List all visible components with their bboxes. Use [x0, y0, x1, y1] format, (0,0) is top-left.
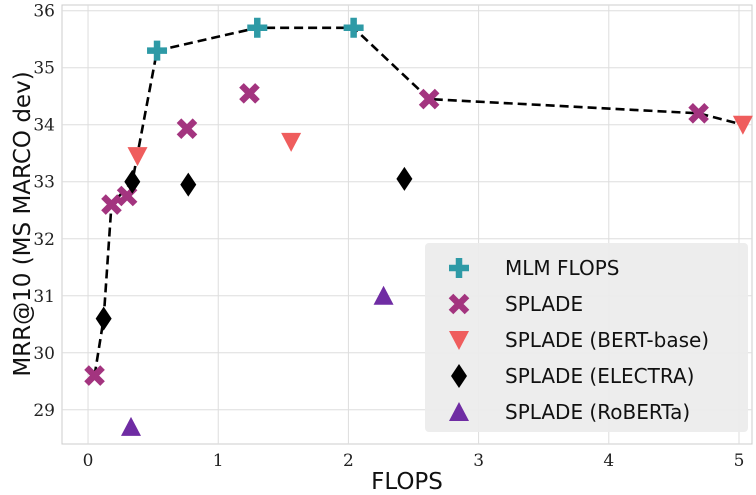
y-tick-labels: 29 30 31 32 33 34 35 36	[33, 2, 55, 421]
legend-entry-label: SPLADE	[505, 292, 583, 316]
frontier-line-group	[93, 26, 744, 376]
y-tick-label: 34	[33, 116, 55, 136]
x-tick-label: 2	[343, 451, 354, 471]
data-point	[396, 166, 413, 191]
data-point	[373, 285, 394, 305]
data-point	[180, 172, 197, 197]
x-tick-label: 0	[83, 451, 94, 471]
data-point	[147, 40, 168, 61]
data-point	[688, 103, 709, 124]
legend-marker	[451, 364, 467, 388]
x-tick-label: 3	[473, 451, 484, 471]
y-tick-label: 36	[33, 2, 55, 22]
data-markers	[84, 17, 753, 436]
y-tick-label: 29	[33, 401, 55, 421]
y-tick-label: 33	[33, 173, 55, 193]
data-point	[84, 365, 105, 386]
data-point	[247, 17, 268, 38]
x-tick-labels: 0 1 2 3 4 5	[83, 451, 745, 471]
data-point	[239, 83, 260, 104]
x-tick-label: 5	[734, 451, 745, 471]
data-point	[732, 115, 753, 135]
legend-marker	[449, 258, 469, 278]
y-tick-label: 32	[33, 230, 55, 250]
x-axis-label: FLOPS	[371, 469, 443, 495]
y-tick-label: 31	[33, 287, 55, 307]
legend-marker	[449, 331, 469, 350]
y-tick-label: 35	[33, 59, 55, 79]
data-point	[281, 132, 302, 152]
data-point	[176, 118, 198, 140]
y-axis-label: MRR@10 (MS MARCO dev)	[10, 71, 36, 376]
legend-entry-label: SPLADE (BERT-base)	[505, 328, 709, 352]
legend-entry-label: MLM FLOPS	[505, 256, 619, 280]
legend-marker	[448, 293, 470, 315]
data-point	[343, 17, 364, 38]
data-point	[124, 169, 141, 194]
data-point	[127, 147, 148, 167]
data-point	[418, 88, 440, 110]
legend-marker	[449, 402, 469, 421]
data-point	[121, 416, 141, 436]
data-point	[95, 306, 112, 331]
legend: MLM FLOPS SPLADE SPLADE (BERT-base) SPLADE …	[425, 243, 748, 432]
legend-box	[425, 243, 748, 432]
frontier-line	[93, 26, 744, 376]
legend-entry-label: SPLADE (RoBERTa)	[505, 400, 690, 424]
y-tick-label: 30	[33, 344, 55, 364]
data-point	[101, 194, 122, 215]
legend-entry-label: SPLADE (ELECTRA)	[505, 364, 694, 388]
x-tick-label: 1	[213, 451, 224, 471]
x-tick-label: 4	[603, 451, 614, 471]
